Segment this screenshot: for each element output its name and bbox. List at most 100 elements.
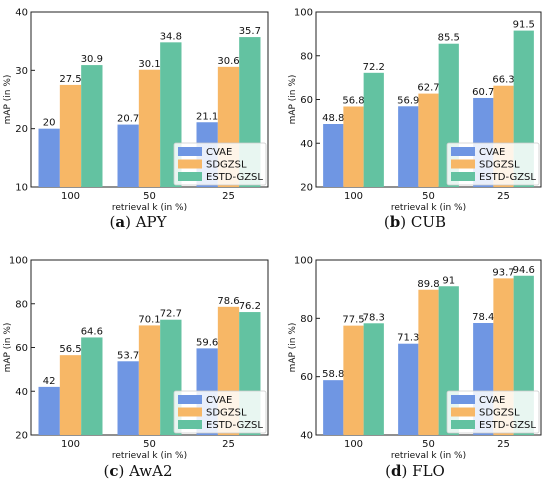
bar-sdgzsl-100 — [343, 106, 364, 187]
x-tick-label: 25 — [497, 191, 510, 202]
y-tick-label: 60 — [300, 95, 313, 106]
data-label: 76.2 — [239, 301, 261, 312]
bar-sdgzsl-50 — [138, 325, 161, 435]
data-label: 56.5 — [59, 344, 81, 355]
legend-entry: SDGZSL — [479, 160, 520, 171]
bar-cvae-50 — [117, 124, 139, 187]
legend-swatch — [178, 407, 202, 417]
caption-c: (c) AwA2 — [103, 462, 173, 480]
bar-sdgzsl-100 — [59, 84, 82, 187]
legend-swatch — [451, 172, 475, 181]
bar-sdgzsl-100 — [343, 325, 364, 435]
legend-swatch — [178, 147, 202, 156]
data-label: 85.5 — [438, 33, 460, 44]
y-axis-label: mAP (in %) — [3, 75, 13, 125]
y-tick-label: 80 — [300, 51, 313, 62]
y-axis-label: mAP (in %) — [288, 75, 298, 125]
legend-entry: ESTD-GZSL — [479, 420, 536, 431]
legend-entry: ESTD-GZSL — [206, 420, 263, 431]
bar-sdgzsl-100 — [59, 355, 82, 435]
legend-swatch — [178, 159, 202, 169]
x-tick-label: 100 — [344, 439, 363, 450]
data-label: 42 — [43, 376, 56, 387]
x-tick-label: 25 — [222, 191, 235, 202]
data-label: 66.3 — [492, 75, 514, 86]
data-label: 35.7 — [239, 26, 261, 37]
x-tick-label: 100 — [61, 191, 80, 202]
data-label: 27.5 — [59, 74, 81, 85]
bar-cvae-50 — [117, 361, 139, 435]
data-label: 94.6 — [513, 265, 535, 276]
caption-a: (a) APY — [109, 213, 167, 231]
data-label: 30.6 — [217, 56, 239, 67]
chart-panel-d: 40 60 80 100 100 58.8 77.578.3 50 71.3 89.8 91 25 78… — [288, 256, 542, 461]
x-tick-label: 50 — [422, 439, 435, 450]
x-tick-label: 100 — [61, 439, 80, 450]
y-tick-label: 40 — [300, 431, 313, 442]
data-label: 56.9 — [397, 95, 419, 106]
legend-swatch — [451, 159, 475, 169]
bar-sdgzsl-50 — [138, 69, 161, 187]
bar-cvae-100 — [38, 386, 60, 435]
bar-estd-gzsl-100 — [363, 72, 384, 187]
data-label: 78.4 — [472, 312, 494, 323]
bar-estd-gzsl-100 — [81, 65, 103, 187]
y-tick-label: 60 — [15, 343, 28, 354]
legend-swatch — [451, 395, 475, 404]
bar-cvae-100 — [323, 380, 344, 435]
legend-swatch — [178, 172, 202, 181]
data-label: 30.1 — [138, 59, 160, 70]
y-axis-label: mAP (in %) — [288, 323, 298, 373]
legend-entry: CVAE — [479, 395, 505, 406]
data-label: 78.3 — [363, 312, 385, 323]
legend-entry: CVAE — [479, 147, 505, 158]
bar-cvae-100 — [323, 124, 344, 187]
y-tick-label: 60 — [300, 372, 313, 383]
data-label: 62.7 — [417, 83, 439, 94]
legend-entry: SDGZSL — [479, 408, 520, 419]
data-label: 34.8 — [160, 31, 182, 42]
legend-entry: SDGZSL — [206, 160, 247, 171]
data-label: 72.2 — [363, 62, 385, 73]
legend-swatch — [451, 420, 475, 429]
data-label: 56.8 — [342, 96, 364, 107]
legend-swatch — [178, 395, 202, 404]
x-tick-label: 100 — [344, 191, 363, 202]
data-label: 60.7 — [472, 87, 494, 98]
data-label: 91 — [442, 275, 455, 286]
legend-entry: ESTD-GZSL — [206, 172, 263, 183]
data-label: 78.6 — [217, 296, 239, 307]
data-label: 70.1 — [138, 314, 160, 325]
caption-d: (d) FLO — [385, 462, 445, 480]
y-tick-label: 100 — [294, 8, 313, 19]
data-label: 48.8 — [322, 113, 344, 124]
bar-cvae-50 — [398, 343, 419, 435]
y-tick-label: 80 — [15, 299, 28, 310]
legend-swatch — [451, 147, 475, 156]
bar-estd-gzsl-100 — [81, 337, 103, 435]
x-tick-label: 50 — [143, 439, 156, 450]
x-axis-label: retrieval k (in %) — [112, 203, 187, 213]
data-label: 77.5 — [342, 315, 364, 326]
data-label: 20.7 — [117, 114, 139, 125]
data-label: 89.8 — [417, 279, 439, 290]
x-axis-label: retrieval k (in %) — [391, 203, 466, 213]
chart-panel-c: 20 40 60 80 100 100 42 56.564.6 50 53.7 70.172.7 25… — [3, 256, 269, 461]
x-tick-label: 50 — [143, 191, 156, 202]
caption-b: (b) CUB — [383, 213, 447, 231]
x-axis-label: retrieval k (in %) — [391, 451, 466, 461]
y-tick-label: 40 — [15, 8, 28, 19]
y-tick-label: 80 — [300, 314, 313, 325]
y-tick-label: 10 — [15, 183, 28, 194]
data-label: 20 — [43, 118, 56, 129]
legend-entry: CVAE — [206, 395, 232, 406]
legend-entry: CVAE — [206, 147, 232, 158]
legend-swatch — [451, 407, 475, 417]
y-tick-label: 100 — [9, 256, 28, 267]
y-tick-label: 40 — [300, 139, 313, 150]
x-axis-label: retrieval k (in %) — [112, 451, 187, 461]
data-label: 91.5 — [513, 20, 535, 31]
